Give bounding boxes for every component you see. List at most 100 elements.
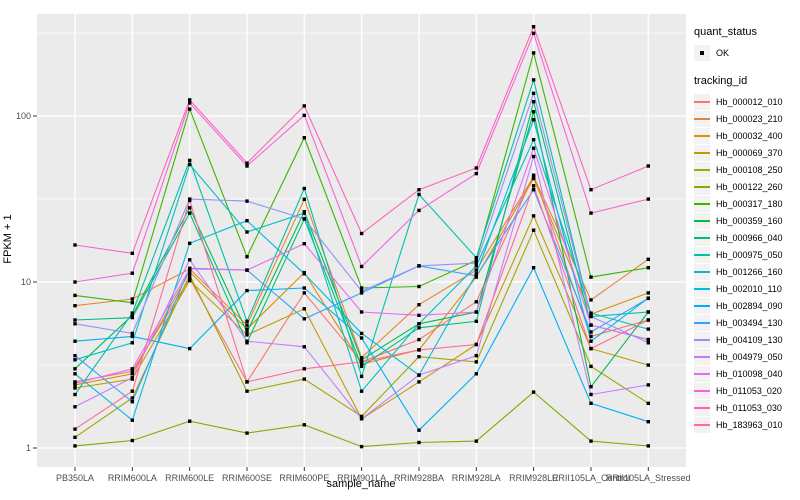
legend-item-label: Hb_000317_180	[716, 198, 783, 209]
data-point	[646, 341, 650, 345]
series-color-swatch	[694, 93, 710, 110]
data-point	[359, 360, 364, 364]
data-point	[646, 197, 650, 201]
data-point	[589, 275, 593, 279]
data-point	[359, 364, 364, 369]
data-point	[73, 427, 77, 431]
data-point	[188, 211, 192, 215]
data-point	[73, 318, 77, 322]
data-point	[474, 300, 478, 304]
legend-item: Hb_000023_210	[694, 110, 800, 127]
series-color-swatch	[694, 229, 710, 246]
data-point	[130, 271, 134, 275]
legend-item: Hb_003494_130	[694, 314, 800, 331]
data-point	[359, 264, 364, 269]
data-point	[417, 355, 421, 359]
legend-item: Hb_000069_370	[694, 144, 800, 161]
data-point	[302, 217, 306, 221]
data-point	[130, 334, 134, 339]
series-color-swatch	[694, 331, 710, 348]
data-point	[130, 341, 134, 345]
data-point	[417, 264, 421, 268]
legend-item: Hb_000966_040	[694, 229, 800, 246]
data-point	[73, 304, 77, 308]
data-point	[188, 278, 192, 283]
legend-item-label: Hb_002894_090	[716, 300, 783, 311]
data-point	[474, 342, 478, 347]
data-point	[646, 291, 650, 295]
legend-item-label: Hb_000966_040	[716, 232, 783, 243]
data-point	[589, 385, 593, 389]
data-point	[646, 327, 650, 331]
series-color-swatch	[694, 127, 710, 144]
data-point	[359, 356, 364, 360]
legend-item: Hb_000108_250	[694, 161, 800, 178]
data-point	[73, 354, 77, 358]
legend-item-label: Hb_011053_030	[716, 402, 782, 413]
legend-item-ok: OK	[694, 44, 800, 61]
data-point	[73, 444, 77, 448]
data-point	[130, 313, 134, 317]
data-point	[474, 439, 478, 443]
data-point	[531, 228, 536, 232]
legend-item-label: Hb_000359_160	[716, 215, 783, 226]
data-point	[589, 211, 593, 215]
data-point	[188, 276, 192, 281]
series-color-swatch	[694, 297, 710, 314]
data-point	[646, 363, 650, 367]
data-point	[245, 323, 249, 327]
data-point	[302, 286, 306, 290]
data-point	[359, 414, 364, 419]
data-point	[417, 322, 421, 326]
legend-item-label: Hb_000122_260	[716, 181, 783, 192]
data-point	[245, 431, 249, 435]
data-point	[130, 418, 134, 422]
data-point	[188, 267, 192, 271]
legend-item: Hb_010098_040	[694, 365, 800, 382]
data-point	[646, 420, 650, 424]
legend-tracking-id-title: tracking_id	[694, 75, 748, 87]
series-color-swatch	[694, 382, 710, 399]
data-point	[531, 51, 536, 55]
legend-item: Hb_000359_160	[694, 212, 800, 229]
data-point	[302, 242, 306, 246]
data-point	[359, 444, 364, 449]
legend-item-label: Hb_000032_400	[716, 130, 783, 141]
legend-item: Hb_000122_260	[694, 178, 800, 195]
data-point	[302, 307, 306, 311]
data-point	[474, 171, 478, 176]
data-point	[302, 272, 306, 276]
data-point	[245, 255, 249, 259]
data-point	[531, 146, 536, 150]
data-point	[359, 289, 364, 293]
data-point	[359, 286, 364, 290]
series-color-swatch	[694, 314, 710, 331]
data-point	[130, 372, 134, 376]
data-point	[302, 367, 306, 371]
legend-item-label: Hb_000069_370	[716, 147, 783, 158]
data-point	[73, 392, 77, 397]
data-point	[359, 336, 364, 340]
data-point	[474, 360, 478, 364]
data-point	[589, 339, 593, 343]
series-color-swatch	[694, 178, 710, 195]
data-point	[188, 158, 192, 163]
data-point	[73, 367, 77, 371]
data-point	[302, 317, 306, 321]
data-point	[359, 358, 364, 362]
data-point	[474, 274, 478, 278]
data-point	[359, 417, 364, 421]
data-point	[646, 310, 650, 314]
legend-item: Hb_183963_010	[694, 416, 800, 433]
data-point	[302, 377, 306, 381]
data-point	[646, 296, 650, 301]
data-point	[188, 273, 192, 277]
data-point	[302, 136, 306, 140]
legend-item: Hb_000317_180	[694, 195, 800, 212]
data-point	[130, 376, 134, 380]
data-point	[531, 390, 536, 394]
data-point	[188, 101, 192, 105]
data-point	[474, 256, 478, 260]
data-point	[417, 373, 421, 377]
